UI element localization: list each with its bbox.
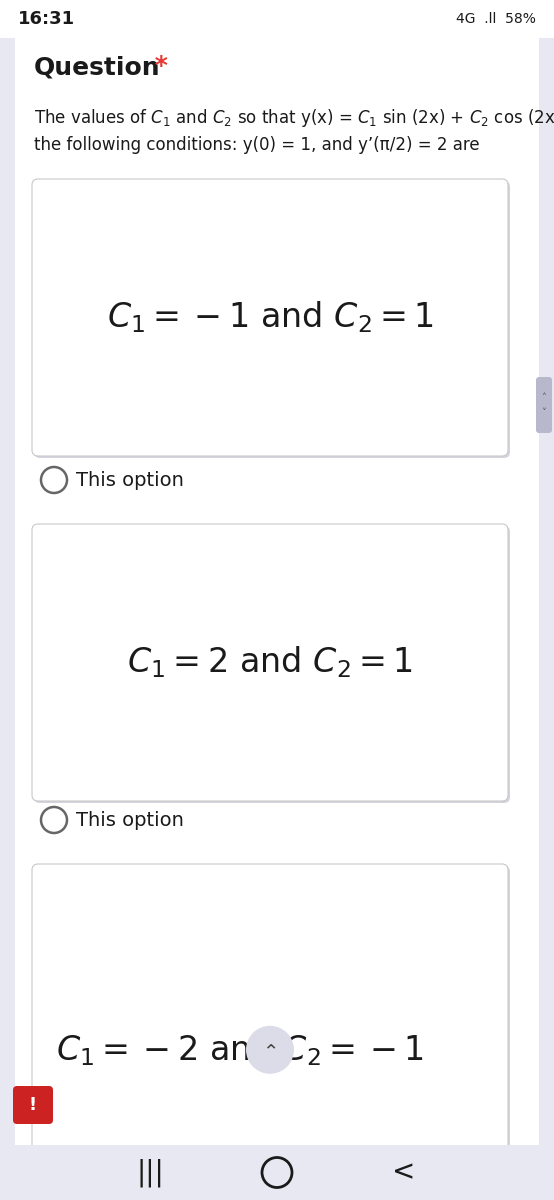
FancyBboxPatch shape bbox=[34, 181, 510, 458]
FancyBboxPatch shape bbox=[34, 866, 510, 1168]
Text: ˅: ˅ bbox=[542, 408, 546, 418]
Circle shape bbox=[246, 1026, 294, 1074]
FancyBboxPatch shape bbox=[13, 1086, 53, 1124]
FancyBboxPatch shape bbox=[32, 864, 508, 1166]
FancyBboxPatch shape bbox=[536, 377, 552, 433]
Text: $C_1 = -2\ \mathrm{and}\ C_2 = -1$: $C_1 = -2\ \mathrm{and}\ C_2 = -1$ bbox=[56, 1032, 424, 1068]
FancyBboxPatch shape bbox=[32, 179, 508, 456]
FancyBboxPatch shape bbox=[0, 0, 554, 38]
Text: This option: This option bbox=[76, 810, 184, 829]
FancyBboxPatch shape bbox=[34, 526, 510, 803]
Text: !: ! bbox=[29, 1096, 37, 1114]
Text: ˄: ˄ bbox=[542, 392, 546, 403]
Text: ⌃: ⌃ bbox=[262, 1043, 278, 1061]
Text: $C_1 = 2\ \mathrm{and}\ C_2 = 1$: $C_1 = 2\ \mathrm{and}\ C_2 = 1$ bbox=[127, 644, 413, 680]
FancyBboxPatch shape bbox=[0, 1145, 554, 1200]
Text: |||: ||| bbox=[136, 1158, 164, 1187]
Text: the following conditions: y(0) = 1, and y’(π/2) = 2 are: the following conditions: y(0) = 1, and … bbox=[34, 136, 480, 154]
Text: 4G  .ll  58%: 4G .ll 58% bbox=[456, 12, 536, 26]
Text: This option: This option bbox=[76, 470, 184, 490]
Text: 16:31: 16:31 bbox=[18, 10, 75, 28]
Text: The values of $C_1$ and $C_2$ so that y(x) = $C_1$ sin (2x) + $C_2$ cos (2x) sat: The values of $C_1$ and $C_2$ so that y(… bbox=[34, 107, 554, 128]
Text: $C_1 = -1\ \mathrm{and}\ C_2 = 1$: $C_1 = -1\ \mathrm{and}\ C_2 = 1$ bbox=[106, 300, 433, 335]
Text: *: * bbox=[146, 54, 168, 78]
Text: <: < bbox=[392, 1158, 416, 1187]
FancyBboxPatch shape bbox=[15, 38, 539, 1200]
Text: Question: Question bbox=[34, 56, 161, 80]
FancyBboxPatch shape bbox=[32, 524, 508, 802]
